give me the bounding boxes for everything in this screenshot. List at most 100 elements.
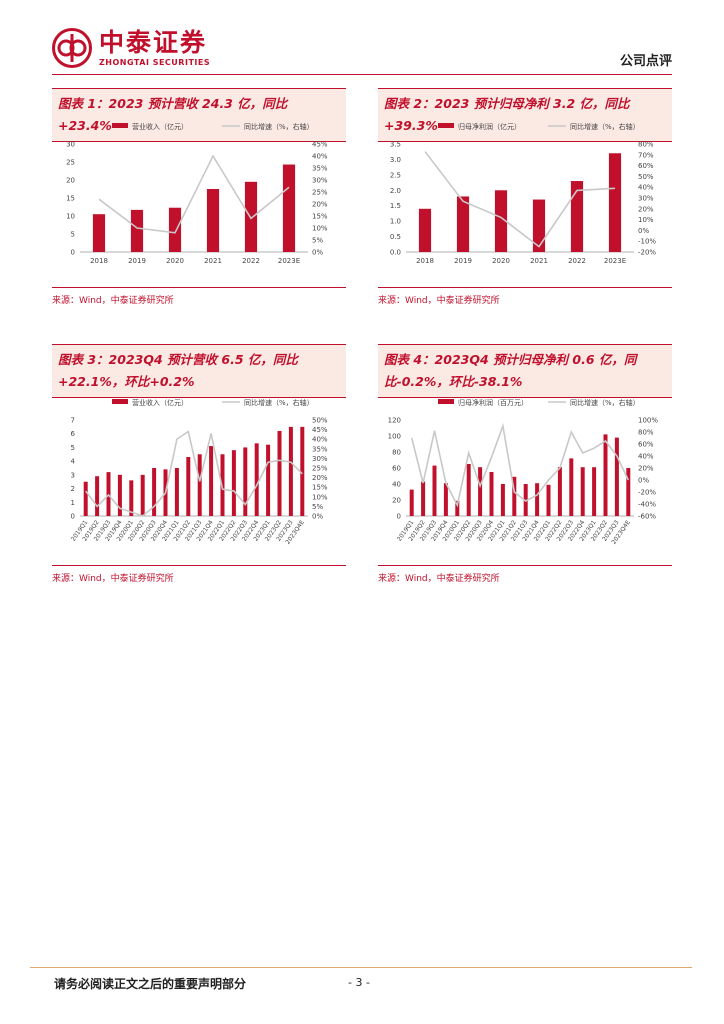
legend-bar-swatch (112, 399, 128, 404)
bar (570, 181, 584, 252)
figure-title-1: 图表 1：2023 预计营收 24.3 亿，同比+23.4% (52, 88, 346, 142)
bar (266, 444, 271, 516)
x-tick-label: 2022 (242, 257, 260, 265)
x-tick-label: 2020 (166, 257, 184, 265)
y-tick-label: 40 (392, 481, 401, 489)
x-tick-label: 2019 (454, 257, 472, 265)
legend-line-label: 同比增速（%，右轴） (244, 398, 314, 407)
legend-line-label: 同比增速（%，右轴） (570, 398, 640, 407)
growth-line (410, 422, 630, 508)
bar (456, 196, 470, 252)
figure-panel-2: 图表 2：2023 预计归母净利 3.2 亿，同比+39.3% 归母净利润（亿元… (378, 88, 672, 308)
page-number: - 3 - (348, 976, 370, 989)
y2-tick-label: -20% (638, 249, 656, 257)
legend-line-label: 同比增速（%，右轴） (244, 122, 314, 131)
y-tick-label: 120 (388, 417, 401, 425)
y2-tick-label: 30% (312, 455, 328, 463)
bar (152, 468, 157, 516)
bar (243, 447, 248, 516)
y-tick-label: 0.5 (390, 233, 401, 241)
y-tick-label: 1.5 (390, 202, 401, 210)
bar (282, 164, 296, 252)
legend-bar-label: 归母净利润（亿元） (458, 122, 521, 131)
y-tick-label: 5 (71, 444, 75, 452)
figure-title-4: 图表 4：2023Q4 预计归母净利 0.6 亿，同比-0.2%，环比-38.1… (378, 344, 672, 398)
y2-tick-label: -40% (638, 501, 656, 509)
y-tick-label: 3.0 (390, 156, 401, 164)
bar (421, 481, 426, 516)
figure-panel-4: 图表 4：2023Q4 预计归母净利 0.6 亿，同比-0.2%，环比-38.1… (378, 344, 672, 584)
y2-tick-label: 0% (638, 477, 649, 485)
y-tick-label: 6 (71, 430, 76, 438)
y-tick-label: 15 (66, 195, 75, 203)
y2-tick-label: 20% (638, 465, 654, 473)
y2-tick-label: 0% (638, 227, 649, 235)
bar (418, 208, 432, 252)
bar (455, 500, 460, 516)
bar (288, 426, 293, 516)
legend-bar-label: 营业收入（亿元） (132, 398, 188, 407)
x-tick-label: 2018 (90, 257, 108, 265)
y-tick-label: 10 (66, 213, 75, 221)
bar (532, 199, 546, 252)
y-tick-label: 0 (397, 513, 401, 521)
y2-tick-label: 25% (312, 465, 328, 473)
bar (466, 464, 471, 516)
logo-ring (52, 28, 92, 68)
y2-tick-label: 0% (312, 249, 323, 257)
growth-line (85, 430, 303, 517)
bar (231, 450, 236, 516)
y-tick-label: 0.0 (390, 249, 401, 257)
bar (603, 434, 608, 516)
y-tick-label: 3 (71, 471, 75, 479)
y2-tick-label: 15% (312, 484, 328, 492)
footer-disclaimer: 请务必阅读正文之后的重要声明部分 (54, 977, 247, 991)
y-tick-label: 0 (71, 249, 75, 257)
bar (168, 207, 182, 252)
y-tick-label: 2.0 (390, 187, 401, 195)
y2-tick-label: 25% (312, 189, 328, 197)
y2-tick-label: 40% (312, 153, 328, 161)
y2-tick-label: 20% (312, 474, 328, 482)
chart-3: 营业收入（亿元） 同比增速（%，右轴） 0 1 2 3 4 5 6 7 0% 5% 10%15% 20%2… (70, 398, 328, 546)
figure-title-2: 图表 2：2023 预计归母净利 3.2 亿，同比+39.3% (378, 88, 672, 142)
figure-source-4: 来源：Wind，中泰证券研究所 (378, 565, 672, 584)
bar (186, 457, 191, 516)
y-tick-label: 3.5 (390, 141, 401, 149)
growth-line (424, 151, 616, 248)
document-type: 公司点评 (619, 54, 672, 69)
y2-tick-label: 60% (638, 162, 654, 170)
bar (478, 467, 483, 516)
bar (95, 476, 100, 516)
y-tick-label: 2 (71, 485, 75, 493)
bar (592, 467, 597, 516)
figure-panel-1: 图表 1：2023 预计营收 24.3 亿，同比+23.4% 营业收入（亿元） 同… (52, 88, 346, 308)
figure-source-2: 来源：Wind，中泰证券研究所 (378, 287, 672, 306)
y-tick-label: 7 (71, 417, 75, 425)
y2-tick-label: 5% (312, 237, 323, 245)
bar (512, 476, 517, 516)
brand-name-en: ZHONGTAI SECURITIES (99, 58, 211, 67)
y2-tick-label: 20% (638, 205, 654, 213)
y-tick-label: 20 (392, 497, 401, 505)
legend-line-label: 同比增速（%，右轴） (570, 122, 640, 131)
figure-title-3: 图表 3：2023Q4 预计营收 6.5 亿，同比+22.1%，环比+0.2% (52, 344, 346, 398)
y2-tick-label: 30% (638, 195, 654, 203)
y2-tick-label: 50% (312, 417, 328, 425)
y2-tick-label: 15% (312, 213, 328, 221)
bar (129, 480, 134, 516)
y2-tick-label: 60% (638, 441, 654, 449)
y2-tick-label: 40% (638, 453, 654, 461)
y-tick-label: 5 (71, 231, 75, 239)
y2-tick-label: 45% (312, 141, 328, 149)
y2-tick-label: 0% (312, 513, 323, 521)
y2-tick-label: 40% (638, 184, 654, 192)
bar (409, 489, 414, 516)
bar (206, 189, 220, 252)
header-divider (52, 74, 672, 75)
x-tick-label: 2021 (204, 257, 222, 265)
y2-tick-label: 80% (638, 429, 654, 437)
y2-tick-label: 5% (312, 503, 323, 511)
x-tick-label: 2022 (568, 257, 586, 265)
bar (174, 468, 179, 516)
